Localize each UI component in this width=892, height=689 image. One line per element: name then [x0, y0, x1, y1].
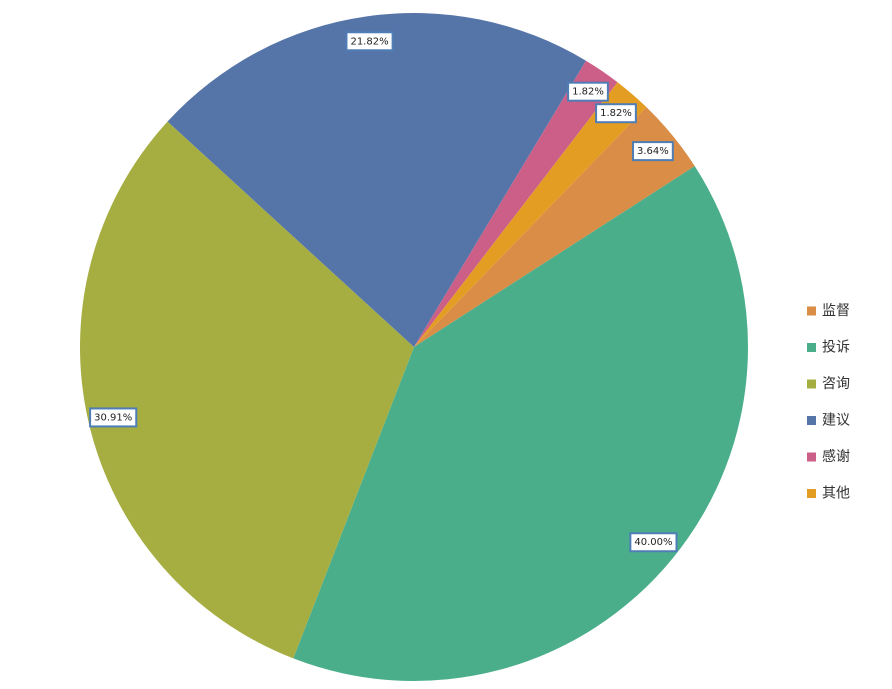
legend-swatch — [807, 306, 816, 316]
pie-slice — [80, 121, 415, 659]
data-label-box — [345, 31, 394, 52]
data-label-text: 3.64% — [637, 146, 669, 157]
data-label: 3.64% — [632, 141, 674, 162]
pie-slice — [167, 12, 587, 347]
legend-swatch — [807, 489, 816, 498]
legend-label: 建议 — [822, 413, 850, 429]
data-label-text: 40.00% — [634, 537, 672, 548]
data-label: 30.91% — [89, 407, 138, 428]
legend-swatch — [807, 452, 816, 462]
legend-swatch — [807, 416, 816, 425]
legend-swatch — [807, 379, 816, 389]
data-label-box — [567, 81, 609, 102]
data-label-text: 30.91% — [94, 412, 132, 423]
legend-swatch — [807, 343, 816, 352]
data-label-box — [595, 103, 637, 124]
data-label-text: 21.82% — [350, 36, 388, 47]
pie-slice — [414, 82, 647, 347]
pie-slice — [293, 166, 748, 682]
data-label-box — [632, 141, 674, 162]
legend-label: 其他 — [822, 486, 850, 502]
data-label: 1.82% — [595, 103, 637, 124]
data-label-text: 1.82% — [572, 87, 604, 98]
data-label-box — [89, 407, 138, 428]
data-label: 21.82% — [345, 31, 394, 52]
pie-slice — [414, 60, 618, 347]
data-label: 40.00% — [629, 532, 678, 553]
legend-label: 投诉 — [822, 340, 850, 356]
legend-label: 感谢 — [822, 448, 850, 465]
data-label-box — [629, 532, 678, 553]
legend-label: 咨询 — [822, 376, 850, 392]
legend-label: 监督 — [822, 303, 850, 319]
pie-slice — [414, 107, 695, 347]
data-label: 1.82% — [567, 81, 609, 102]
data-label-text: 1.82% — [600, 108, 632, 119]
